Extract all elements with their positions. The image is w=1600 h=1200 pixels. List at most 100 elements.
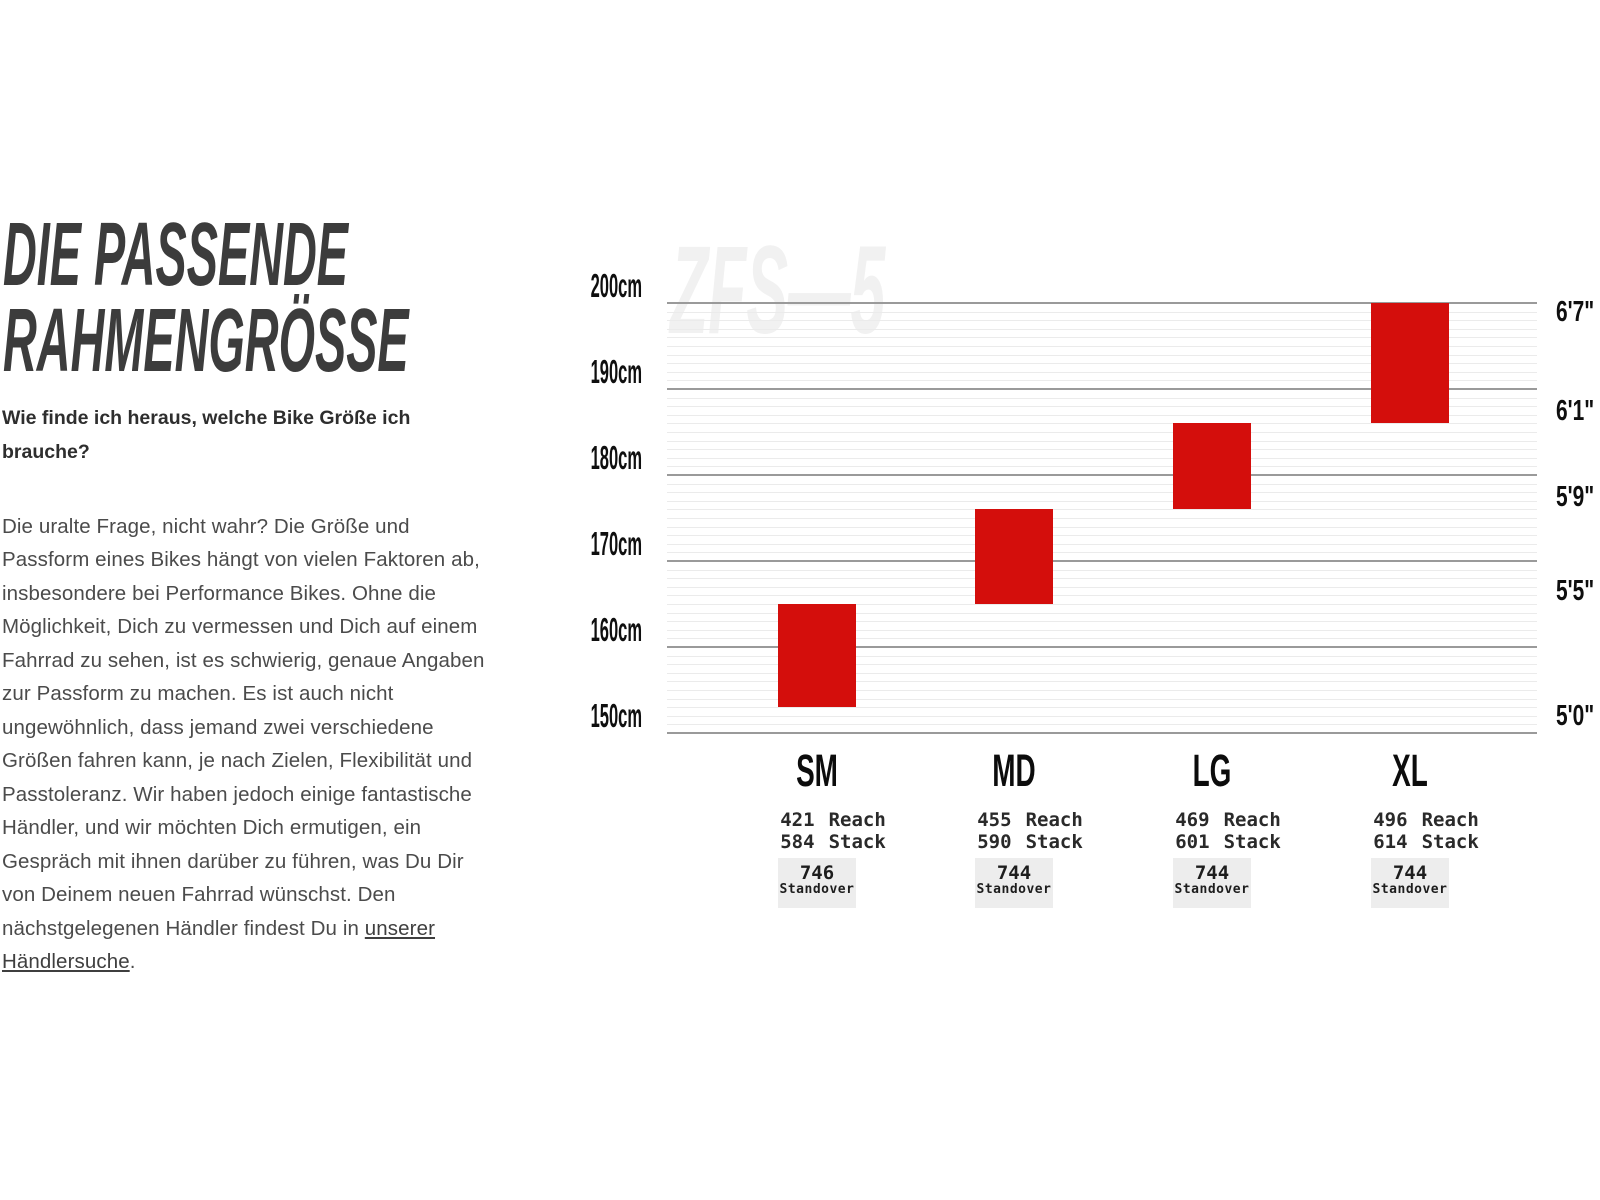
reach-row-sm: 421 Reach <box>703 809 963 831</box>
standover-value: 744 <box>996 862 1032 884</box>
page-title-line2: RAHMENGRÖSSE <box>3 291 409 391</box>
gridline-minor <box>667 337 1537 339</box>
gridline-minor <box>667 414 1537 416</box>
axis-tick-ft-59: 5'9" <box>1556 480 1595 513</box>
intro-paragraph-period: . <box>129 950 136 973</box>
intro-question: Wie finde ich heraus, welche Bike Größe … <box>2 407 411 463</box>
gridline-minor <box>667 638 1537 640</box>
stack-value: 584 <box>780 831 815 853</box>
gridline-minor <box>667 690 1537 691</box>
reach-value: 469 <box>1175 809 1210 831</box>
stack-row-lg: 601 Stack <box>1098 831 1358 853</box>
gridline-minor <box>667 681 1537 683</box>
axis-tick-cm-160: 160cm <box>590 611 642 648</box>
gridline-minor <box>667 543 1537 545</box>
axis-tick-cm-200: 200cm <box>590 267 642 304</box>
standover-value: 746 <box>799 862 835 884</box>
axis-tick-cm-180: 180cm <box>590 439 642 476</box>
axis-tick-ft-67: 6'7" <box>1556 295 1595 328</box>
gridline-major <box>667 646 1537 648</box>
reach-label: Reach <box>828 809 886 831</box>
stack-row-sm: 584 Stack <box>703 831 963 853</box>
gridline-major <box>667 388 1537 390</box>
gridline-minor <box>667 629 1537 631</box>
gridline-minor <box>667 492 1537 494</box>
gridline-major <box>667 474 1537 476</box>
axis-tick-cm-170: 170cm <box>590 525 642 562</box>
gridline-minor <box>667 552 1537 554</box>
gridline-minor <box>667 621 1537 623</box>
gridline-minor <box>667 672 1537 674</box>
reach-label: Reach <box>1025 809 1083 831</box>
standover-value: 744 <box>1194 862 1230 884</box>
intro-paragraph: Die uralte Frage, nicht wahr? Die Größe … <box>2 510 498 979</box>
gridline-minor <box>667 655 1537 657</box>
standover-box-md: 744 Standover <box>975 858 1053 908</box>
standover-label: Standover <box>1372 882 1448 897</box>
gridline-minor <box>667 500 1537 502</box>
reach-value: 455 <box>977 809 1012 831</box>
intro-paragraph-text: Die uralte Frage, nicht wahr? Die Größe … <box>2 514 485 940</box>
gridline-minor <box>667 518 1537 519</box>
reach-row-md: 455 Reach <box>900 809 1160 831</box>
gridline-minor <box>667 612 1537 614</box>
gridline-minor <box>667 380 1537 382</box>
gridline-minor <box>667 346 1537 347</box>
axis-tick-cm-150: 150cm <box>590 697 642 734</box>
stack-label: Stack <box>1025 831 1083 853</box>
reach-value: 496 <box>1373 809 1408 831</box>
gridline-minor <box>667 535 1537 537</box>
gridline-minor <box>667 698 1537 700</box>
gridline-minor <box>667 724 1537 726</box>
axis-tick-cm-190: 190cm <box>590 353 642 390</box>
stack-value: 590 <box>977 831 1012 853</box>
gridline-minor <box>667 483 1537 485</box>
gridline-minor <box>667 578 1537 580</box>
gridline-minor <box>667 354 1537 356</box>
gridline-minor <box>667 526 1537 528</box>
gridline-minor <box>667 449 1537 451</box>
standover-label: Standover <box>976 882 1052 897</box>
gridline-minor <box>667 328 1537 330</box>
gridline-minor <box>667 586 1537 588</box>
page-title: DIE PASSENDE RAHMENGRÖSSE <box>3 210 783 391</box>
stack-row-md: 590 Stack <box>900 831 1160 853</box>
gridline-major <box>667 302 1537 304</box>
standover-value: 744 <box>1392 862 1428 884</box>
standover-box-xl: 744 Standover <box>1371 858 1449 908</box>
gridline-minor <box>667 423 1537 425</box>
gridline-minor <box>667 457 1537 459</box>
height-bar-lg <box>1173 423 1251 510</box>
stack-value: 601 <box>1175 831 1210 853</box>
size-code-md: MD <box>992 745 1036 796</box>
height-bar-xl <box>1371 303 1449 424</box>
standover-label: Standover <box>1174 882 1250 897</box>
axis-tick-ft-50: 5'0" <box>1556 699 1595 732</box>
stack-value: 614 <box>1373 831 1408 853</box>
gridline-minor <box>667 715 1537 717</box>
reach-row-xl: 496 Reach <box>1296 809 1556 831</box>
height-bar-sm <box>778 604 856 708</box>
chart-watermark: ZFS—5 <box>670 221 886 360</box>
gridline-minor <box>667 707 1537 709</box>
gridline-major <box>667 732 1537 734</box>
axis-tick-ft-61: 6'1" <box>1556 394 1595 427</box>
stack-label: Stack <box>1223 831 1281 853</box>
gridline-minor <box>667 604 1537 605</box>
standover-box-lg: 744 Standover <box>1173 858 1251 908</box>
stack-label: Stack <box>828 831 886 853</box>
gridline-minor <box>667 311 1537 313</box>
reach-label: Reach <box>1421 809 1479 831</box>
size-code-sm: SM <box>796 745 838 796</box>
stack-row-xl: 614 Stack <box>1296 831 1556 853</box>
size-code-xl: XL <box>1392 745 1428 796</box>
gridline-major <box>667 560 1537 562</box>
reach-value: 421 <box>780 809 815 831</box>
gridline-minor <box>667 509 1537 511</box>
reach-row-lg: 469 Reach <box>1098 809 1358 831</box>
gridline-minor <box>667 440 1537 442</box>
dealer-search-link[interactable]: unserer Händlersuche <box>2 916 436 974</box>
gridline-minor <box>667 363 1537 365</box>
gridline-minor <box>667 371 1537 373</box>
